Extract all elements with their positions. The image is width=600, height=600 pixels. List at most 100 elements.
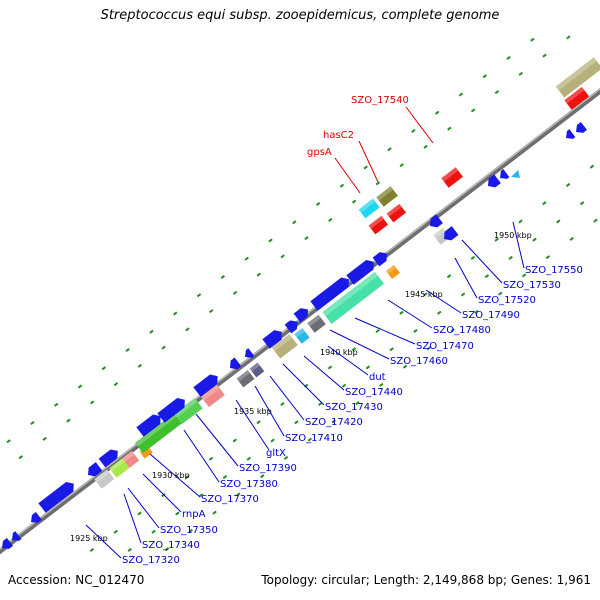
gene-label-gpsa: gpsA: [307, 147, 332, 158]
gene-arrows: [2, 121, 587, 549]
guide-dot: [164, 547, 170, 552]
guide-dot: [399, 310, 404, 315]
gene-label-szo_17390: SZO_17390: [239, 463, 297, 474]
gene-label-dut: dut: [369, 372, 386, 383]
block-gray-2-shine: [433, 227, 446, 239]
block-red-4-shine: [564, 86, 585, 104]
guide-dot: [292, 220, 297, 225]
gene-arrow-3: [31, 511, 42, 523]
gene-arrow-21: [500, 169, 510, 179]
guide-dot: [280, 401, 285, 406]
guide-dot: [351, 347, 357, 352]
block-orange-2-body: [385, 264, 400, 279]
guide-dot: [244, 256, 249, 261]
guide-dot: [450, 328, 455, 333]
gene-arrow-22-shape: [566, 129, 576, 139]
gene-arrow-17-shape: [372, 252, 388, 267]
block-orange-2: [385, 264, 400, 279]
guide-dot: [521, 273, 527, 278]
label-leader-line: [329, 329, 390, 360]
guide-dot: [6, 439, 11, 444]
guide-dot: [426, 346, 432, 351]
gene-arrow-11-shape: [245, 348, 255, 358]
gene-arrow-9-shape: [193, 374, 218, 397]
block-lime-shine: [109, 457, 127, 472]
label-leader-line: [269, 375, 305, 421]
label-leader-line: [334, 157, 361, 194]
gene-label-szo_17410: SZO_17410: [285, 433, 343, 444]
guide-dot: [355, 401, 360, 406]
block-seafoam: [322, 271, 384, 324]
guide-dot: [532, 237, 537, 242]
guide-dot: [518, 71, 523, 76]
guide-dot: [399, 163, 404, 168]
guide-dot: [30, 420, 35, 426]
label-leader-line: [461, 239, 503, 284]
guide-dot: [565, 182, 571, 187]
guide-dot: [209, 309, 214, 314]
gene-arrow-14-shape: [293, 308, 309, 323]
gene-arrow-5: [88, 462, 103, 477]
gene-arrow-8-shape: [157, 398, 185, 423]
gene-arrow-15-shape: [310, 277, 349, 311]
guide-dot: [518, 219, 523, 224]
label-leader-line: [282, 363, 325, 406]
block-red-3-shine: [441, 167, 459, 182]
label-leader-line: [358, 140, 379, 183]
label-leader-line: [254, 385, 285, 437]
block-cyan-1-body: [294, 328, 310, 344]
guide-dot: [42, 436, 47, 441]
gene-arrow-14: [293, 308, 309, 323]
guide-dot: [446, 274, 452, 279]
guide-dot: [474, 309, 479, 314]
guide-dot: [389, 347, 394, 352]
label-leader-line: [142, 473, 182, 513]
guide-dot: [18, 455, 23, 460]
block-cyan-2-shine: [358, 198, 376, 213]
guide-dot: [101, 366, 107, 371]
gene-arrow-22: [566, 129, 576, 139]
guide-dot: [268, 238, 273, 243]
guide-dot: [375, 181, 381, 186]
block-red-1: [368, 215, 389, 235]
gene-arrow-21-shape: [500, 169, 510, 179]
block-cyan-2: [358, 198, 380, 219]
gene-arrow-8: [157, 398, 185, 423]
genome-title: Streptococcus equi subsp. zooepidemicus,…: [100, 8, 500, 23]
block-seafoam-shine: [322, 271, 379, 317]
gene-arrow-6: [98, 449, 118, 468]
guide-dot: [149, 329, 154, 334]
guide-dot: [256, 272, 262, 277]
tick-label: 1950 kbp: [494, 231, 532, 240]
guide-dot: [232, 290, 238, 295]
block-green-2-body: [174, 398, 203, 425]
block-red-3-body: [441, 167, 463, 188]
guide-dot: [387, 147, 392, 152]
gene-arrow-16-shape: [346, 260, 374, 285]
label-leader-line: [85, 524, 122, 559]
guide-dot: [137, 511, 142, 516]
guide-dot: [256, 420, 261, 425]
guide-dot: [236, 492, 241, 497]
block-cyan-1: [294, 328, 310, 344]
block-slate-2: [249, 362, 265, 378]
gene-arrow-2-shape: [12, 531, 22, 541]
gene-arrow-17: [372, 252, 388, 267]
gene-label-szo_17340: SZO_17340: [142, 540, 200, 551]
gene-arrow-13-shape: [284, 320, 298, 334]
gene-arrow-18: [430, 214, 443, 228]
gene-arrow-6-shape: [98, 449, 118, 468]
guide-dot: [470, 108, 476, 113]
guide-dot: [508, 255, 513, 260]
gene-arrow-9: [193, 374, 218, 397]
gene-arrow-3-shape: [31, 511, 42, 523]
guide-dot: [113, 382, 119, 387]
gene-arrow-5-shape: [88, 462, 103, 477]
gene-labels: SZO_17540 hasC2 gpsA SZO_17550 SZO_17530 SZO_…: [85, 95, 583, 566]
block-red-3: [441, 167, 463, 188]
label-leader-line: [454, 257, 478, 299]
guide-dot: [173, 311, 178, 316]
guide-dot: [232, 438, 238, 443]
